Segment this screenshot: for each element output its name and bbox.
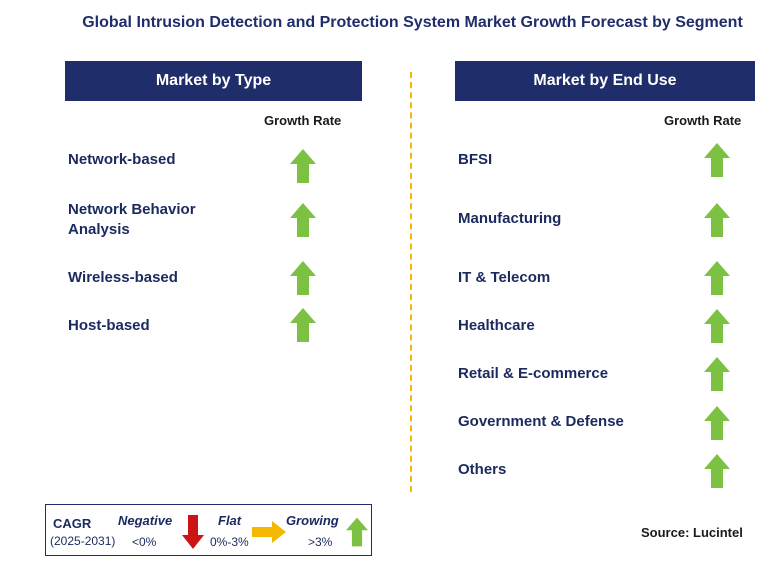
type-item-host-based: Host-based — [68, 317, 150, 334]
up-arrow-icon — [704, 309, 730, 343]
panel-divider — [410, 72, 412, 492]
type-item-label-line2: Analysis — [68, 221, 130, 238]
up-arrow-icon — [290, 261, 316, 295]
right-arrow-icon — [252, 521, 286, 543]
right-growth-rate-label: Growth Rate — [664, 113, 742, 128]
down-arrow-icon — [182, 515, 204, 549]
legend-growing-range: >3% — [308, 535, 333, 549]
up-arrow-icon — [704, 454, 730, 488]
type-item-wireless-based: Wireless-based — [68, 269, 178, 286]
end-use-item-government-defense: Government & Defense — [458, 413, 624, 430]
legend-period: (2025-2031) — [50, 534, 116, 548]
end-use-item-healthcare: Healthcare — [458, 317, 535, 334]
legend-growing-label: Growing — [286, 513, 339, 528]
legend-negative-range: <0% — [132, 535, 157, 549]
market-by-end-use-header: Market by End Use — [455, 61, 755, 101]
up-arrow-icon — [704, 261, 730, 295]
end-use-item-bfsi: BFSI — [458, 151, 493, 168]
type-item-network-behavior: Network Behavior Analysis — [68, 200, 196, 240]
page-title: Global Intrusion Detection and Protectio… — [82, 14, 743, 31]
up-arrow-icon — [290, 308, 316, 342]
type-item-label-line1: Network Behavior — [68, 201, 196, 218]
up-arrow-icon — [290, 203, 316, 237]
source-label: Source: Lucintel — [641, 525, 743, 540]
up-arrow-icon — [290, 149, 316, 183]
market-by-type-header: Market by Type — [65, 61, 362, 101]
end-use-item-it-telecom: IT & Telecom — [458, 269, 551, 286]
up-arrow-icon — [704, 406, 730, 440]
end-use-item-retail-ecommerce: Retail & E-commerce — [458, 365, 609, 382]
legend-flat-label: Flat — [218, 513, 242, 528]
cagr-legend: CAGR (2025-2031) Negative <0% Flat 0%-3%… — [45, 504, 372, 556]
end-use-item-others: Others — [458, 461, 507, 478]
legend-flat-range: 0%-3% — [210, 535, 249, 549]
up-arrow-icon — [704, 357, 730, 391]
type-item-network-based: Network-based — [68, 151, 176, 168]
legend-cagr-label: CAGR — [53, 516, 92, 531]
legend-negative-label: Negative — [118, 513, 173, 528]
up-arrow-icon — [346, 517, 368, 547]
up-arrow-icon — [704, 143, 730, 177]
up-arrow-icon — [704, 203, 730, 237]
end-use-item-manufacturing: Manufacturing — [458, 210, 562, 227]
left-growth-rate-label: Growth Rate — [264, 113, 342, 128]
